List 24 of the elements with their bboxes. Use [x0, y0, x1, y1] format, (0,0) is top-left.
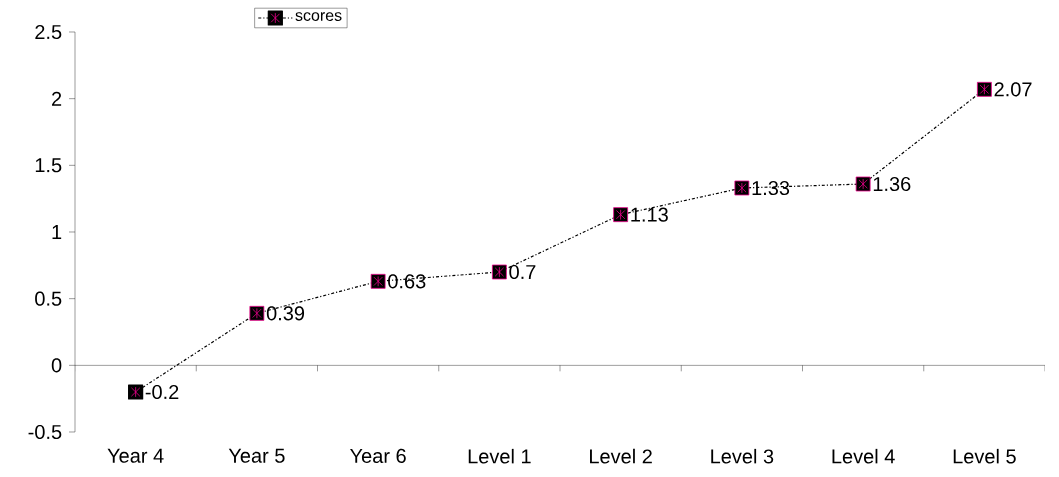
y-tick-label: -0.5	[28, 424, 62, 440]
x-tick-label: Year 5	[228, 448, 285, 463]
x-tick-label: Year 6	[350, 448, 406, 464]
x-tick-label: Level 1	[468, 448, 531, 464]
y-tick-label: 2	[52, 91, 62, 106]
data-label: 1.36	[873, 176, 911, 192]
data-label: 1.13	[631, 207, 668, 222]
data-label: 0.7	[509, 264, 536, 280]
data-label: 1.33	[752, 180, 790, 196]
y-tick-label: 0.5	[35, 291, 62, 306]
data-label: 0.63	[388, 274, 426, 289]
y-tick-label: 2.5	[35, 24, 62, 40]
y-tick-label: 0	[51, 358, 62, 373]
data-label: 0.39	[266, 306, 305, 321]
y-tick-label: 1	[52, 225, 62, 239]
x-tick-label: Level 4	[832, 448, 895, 464]
x-tick-label: Level 3	[711, 448, 774, 464]
data-label: 2.07	[994, 82, 1032, 97]
data-label: -0.2	[145, 384, 179, 400]
x-tick-label: Level 5	[953, 448, 1016, 464]
x-tick-label: Level 2	[590, 448, 652, 464]
legend-label: scores	[295, 12, 342, 21]
y-tick-label: 1.5	[35, 158, 62, 173]
x-tick-label: Year 4	[107, 448, 164, 463]
